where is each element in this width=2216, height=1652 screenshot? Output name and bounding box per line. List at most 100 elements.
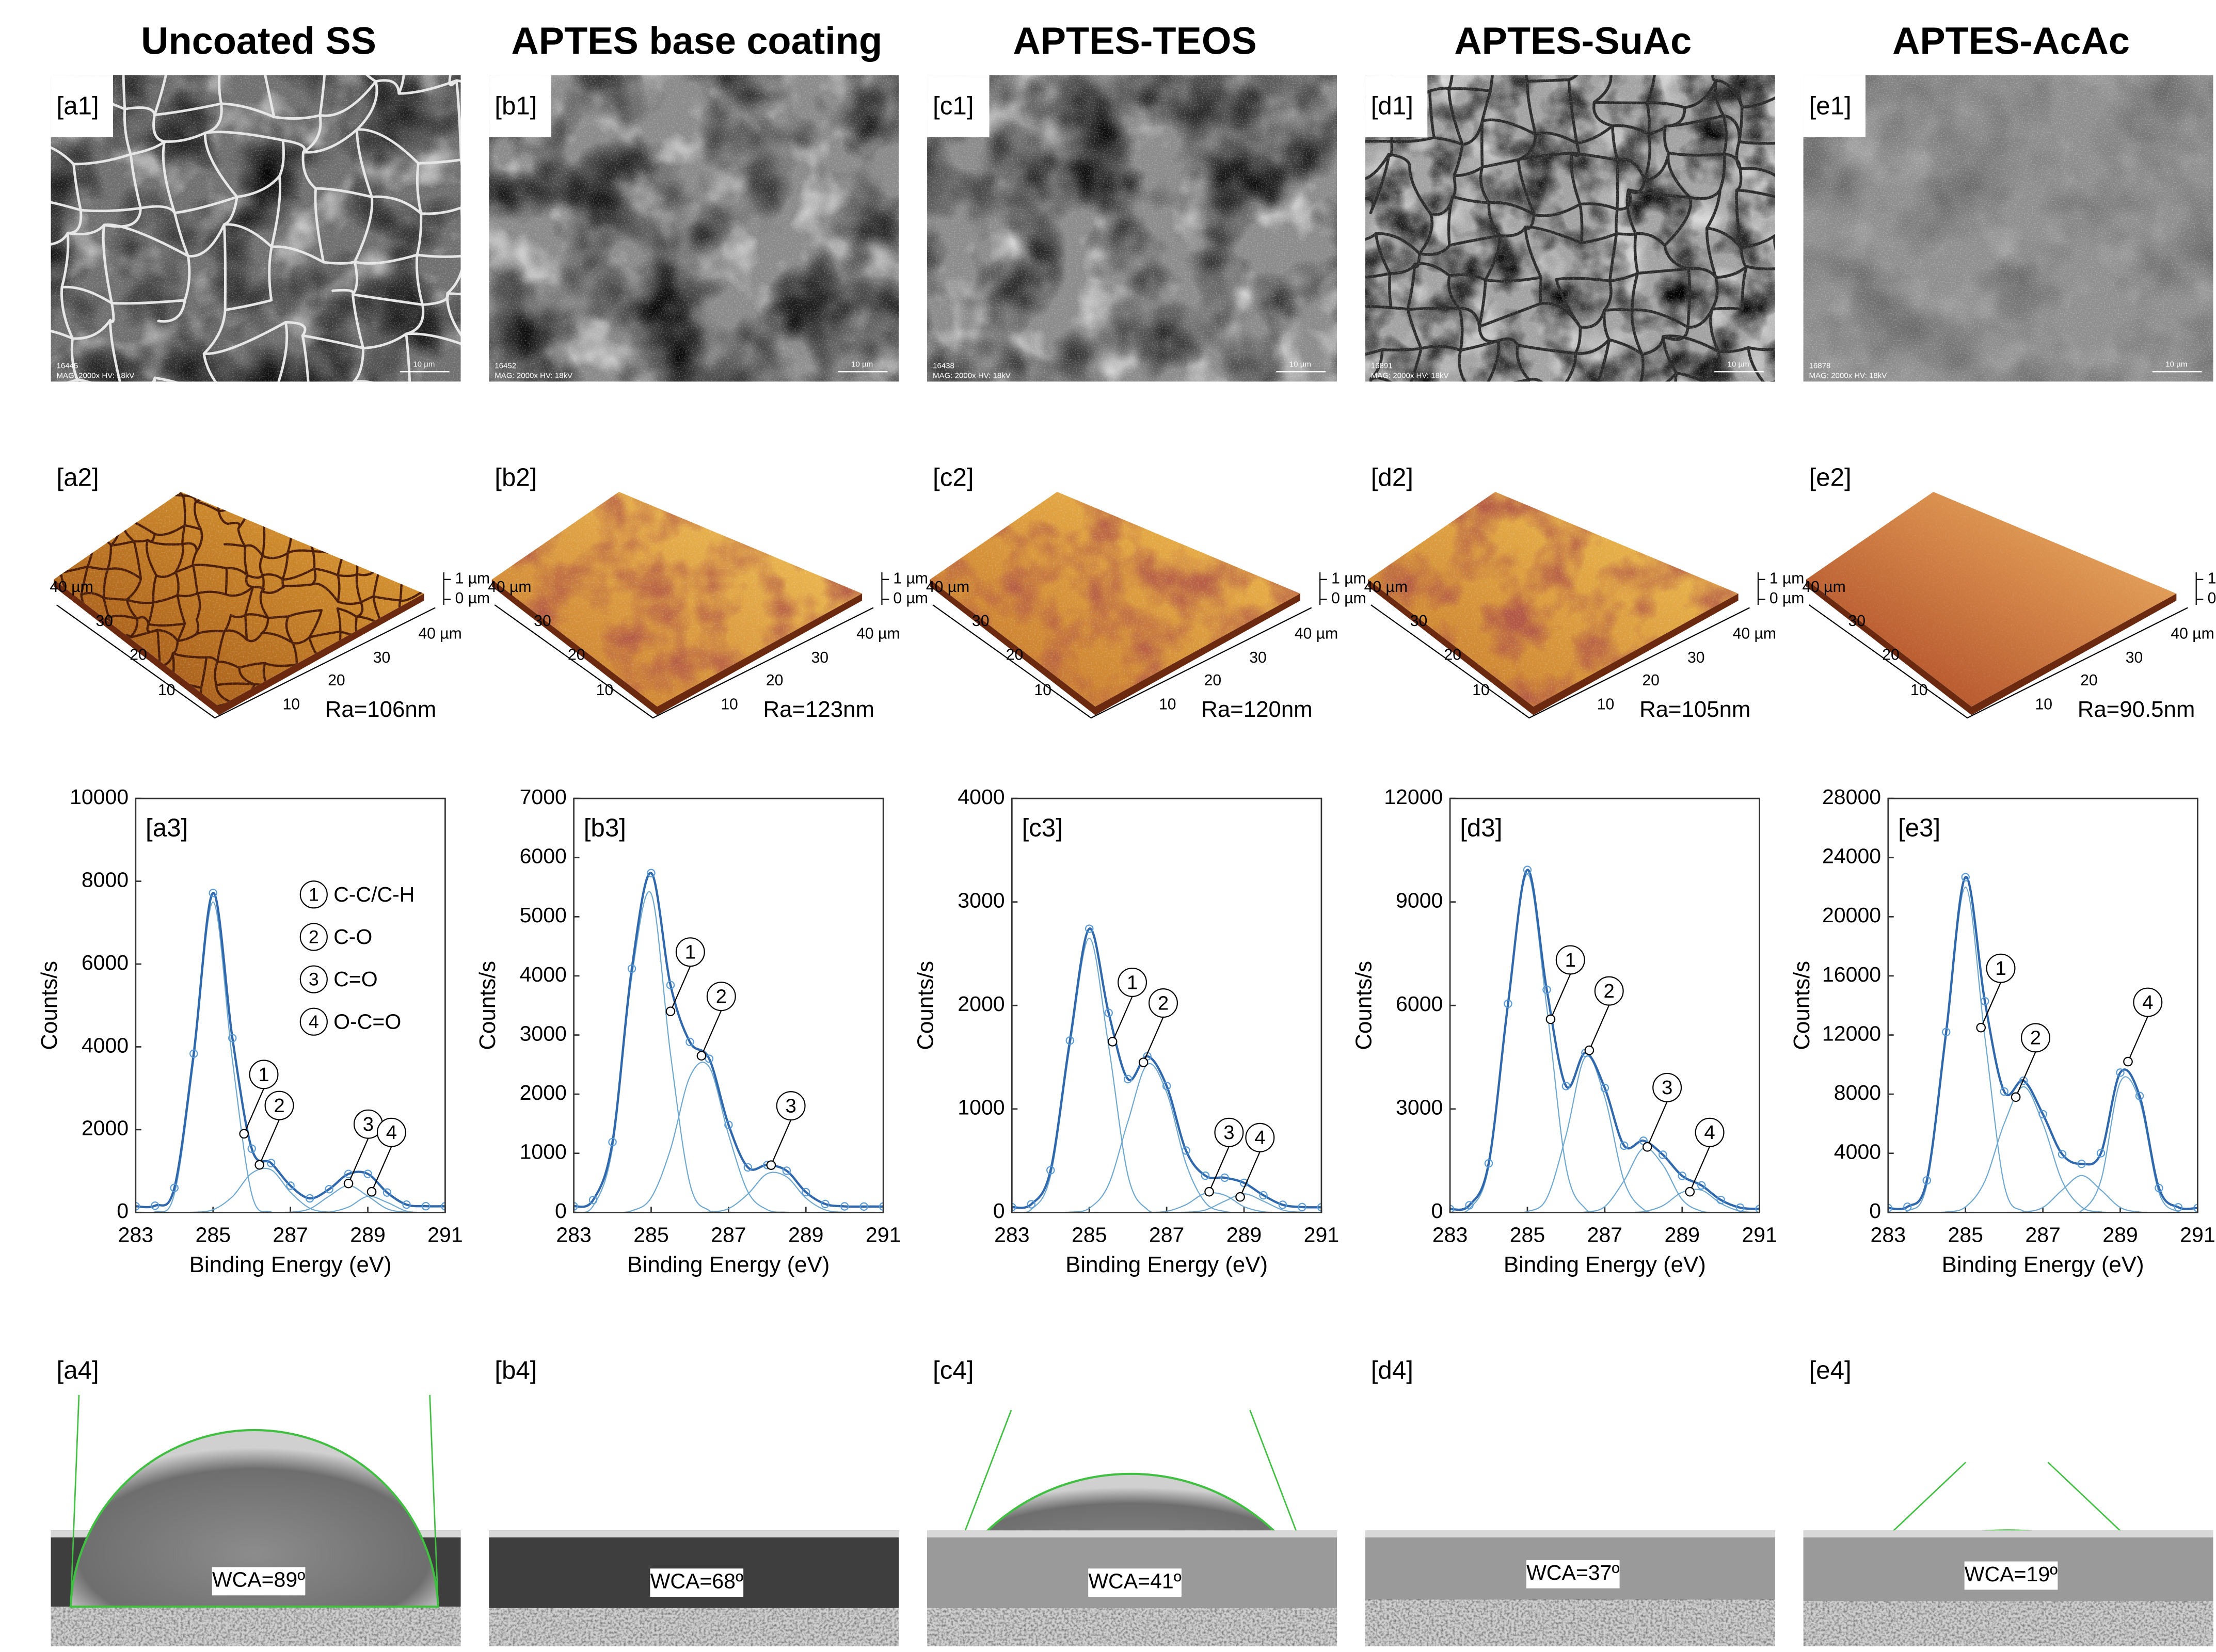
wca-grain [51, 1607, 461, 1646]
callout-target [1976, 1023, 1985, 1032]
afm-tick-label: 20 [328, 672, 345, 689]
afm-roughness: Ra=120nm [1201, 697, 1312, 722]
callout-label: 4 [1704, 1121, 1715, 1144]
panel-label: [b3] [584, 813, 626, 842]
panel-label: [a1] [57, 91, 99, 120]
panel-label: [d4] [1371, 1356, 1413, 1385]
panel-label: [e3] [1898, 813, 1940, 842]
page: {"columns":[ {"title":"Uncoated SS","sem… [0, 0, 2216, 1652]
plot-area [1446, 867, 1763, 1213]
component-line [1450, 874, 1760, 1213]
x-tick-label: 285 [1072, 1223, 1107, 1247]
callout-target [255, 1161, 263, 1169]
wca-stage-top [927, 1530, 1337, 1537]
callout-target [697, 1051, 706, 1060]
component-line [136, 1168, 445, 1213]
sem-scale: 10 µm [1289, 360, 1311, 369]
afm-roughness: Ra=106nm [325, 697, 436, 722]
callout-leader [1209, 1147, 1229, 1192]
column-title: APTES base coating [511, 20, 882, 62]
x-tick-label: 291 [1742, 1223, 1777, 1247]
callout-target [1585, 1046, 1593, 1054]
afm-grain [492, 492, 862, 707]
sem-id: 16891 [1371, 361, 1393, 370]
afm-tick-label: 30 [972, 613, 989, 630]
afm-tick-label: 10 [1034, 682, 1051, 699]
afm-tick-label: 10 [1910, 682, 1928, 699]
callout-label: 1 [1127, 971, 1138, 993]
y-tick-label: 6000 [520, 844, 567, 868]
afm-tick-label: 30 [373, 649, 390, 666]
afm-tick-label: 30 [1249, 649, 1267, 666]
x-tick-label: 285 [1510, 1223, 1545, 1247]
afm-grain [1368, 492, 1738, 707]
callout-target [1643, 1143, 1651, 1151]
callout-label: 4 [1254, 1127, 1265, 1149]
y-tick-label: 7000 [520, 785, 567, 809]
callout-target [344, 1179, 353, 1188]
callout-leader [372, 1147, 391, 1192]
callout-leader [702, 1011, 721, 1056]
y-tick-label: 16000 [1822, 963, 1881, 986]
callout-target [2012, 1093, 2020, 1101]
afm-tick-label: 40 µm [1295, 625, 1338, 642]
sem-scale: 10 µm [851, 360, 873, 369]
y-axis-label: Counts/s [475, 961, 500, 1050]
x-tick-label: 285 [195, 1223, 231, 1247]
component-line [1450, 1148, 1760, 1213]
y-tick-label: 2000 [520, 1081, 567, 1104]
y-tick-label: 0 [1431, 1199, 1443, 1223]
afm-tick-label: 0 µm [893, 590, 928, 607]
panel-label: [c2] [933, 463, 974, 491]
column-title: APTES-TEOS [1013, 20, 1256, 62]
callout-target [368, 1188, 376, 1196]
x-tick-label: 291 [866, 1223, 901, 1247]
afm-tick-label: 20 [766, 672, 784, 689]
x-axis-label: Binding Energy (eV) [1504, 1252, 1706, 1277]
sem-info: MAG: 2000x HV: 18kV [57, 371, 135, 380]
wca-label: WCA=41º [1088, 1569, 1181, 1593]
envelope-line [1012, 928, 1321, 1208]
callout-target [1547, 1015, 1555, 1023]
y-axis-label: Counts/s [1789, 961, 1814, 1050]
y-tick-label: 3000 [1396, 1096, 1443, 1119]
y-tick-label: 4000 [520, 963, 567, 986]
callout-label: 3 [363, 1113, 374, 1135]
component-line [1888, 1077, 2198, 1213]
y-tick-label: 0 [1869, 1199, 1881, 1223]
afm-tick-label: 10 [721, 696, 738, 713]
x-tick-label: 291 [2180, 1223, 2215, 1247]
callout-target [240, 1130, 248, 1138]
x-axis-label: Binding Energy (eV) [627, 1252, 830, 1277]
callout-leader [1112, 997, 1132, 1042]
callout-label: 1 [1995, 957, 2006, 980]
callout-label: 1 [258, 1064, 269, 1086]
afm-tick-label: 40 µm [50, 579, 93, 596]
afm-tick-label: 20 [1882, 647, 1900, 664]
callout-leader [2016, 1052, 2035, 1097]
sem-scale: 10 µm [413, 360, 435, 369]
callout-leader [671, 966, 690, 1012]
x-tick-label: 283 [1432, 1223, 1468, 1247]
y-tick-label: 6000 [82, 951, 129, 974]
panel-label: [d2] [1371, 463, 1413, 491]
callout-label: 2 [1604, 980, 1615, 1002]
y-tick-label: 12000 [1822, 1021, 1881, 1045]
y-tick-label: 0 [993, 1199, 1005, 1223]
plot-area [132, 889, 449, 1213]
legend-symbol: 2 [309, 927, 319, 948]
x-tick-label: 285 [1948, 1223, 1983, 1247]
callout-target [767, 1161, 775, 1169]
callout-target [1236, 1193, 1244, 1201]
callout-label: 4 [2142, 991, 2153, 1014]
y-tick-label: 1000 [520, 1140, 567, 1164]
afm-grain [54, 492, 424, 707]
afm-tick-label: 0 µm [1331, 590, 1366, 607]
wca-grain [489, 1608, 899, 1646]
afm-tick-label: 20 [1444, 647, 1461, 664]
y-tick-label: 4000 [82, 1033, 129, 1057]
wca-label: WCA=89º [212, 1568, 305, 1592]
afm-tick-label: 20 [2080, 672, 2098, 689]
y-axis-label: Counts/s [37, 961, 62, 1050]
afm-tick-label: 1 µm [1769, 570, 1805, 587]
